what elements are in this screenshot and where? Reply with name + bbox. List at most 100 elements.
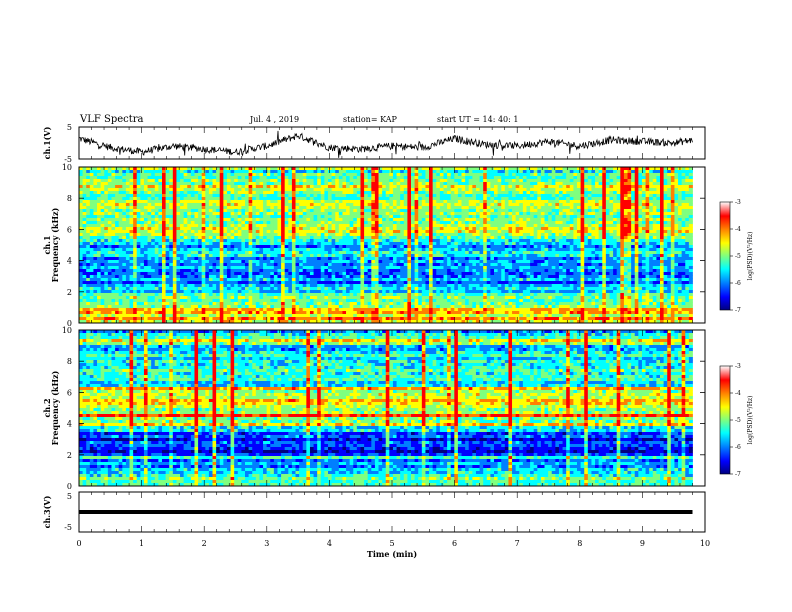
spectrogram-cell	[338, 224, 343, 228]
spectrogram-cell	[115, 218, 120, 222]
spectrogram-cell	[97, 200, 102, 204]
spectrogram-cell	[519, 251, 524, 255]
spectrogram-cell	[187, 203, 192, 207]
spectrogram-cell	[400, 206, 405, 210]
spectrogram-cell	[277, 200, 282, 204]
spectrogram-cell	[522, 200, 527, 204]
spectrogram-cell	[360, 224, 365, 228]
spectrogram-cell	[450, 224, 455, 228]
spectrogram-cell	[82, 173, 87, 177]
spectrogram-cell	[125, 248, 130, 252]
spectrogram-cell	[328, 245, 333, 249]
spectrogram-cell	[295, 197, 300, 201]
spectrogram-cell	[187, 170, 192, 174]
spectrogram-cell	[291, 245, 296, 249]
spectrogram-cell	[259, 185, 264, 189]
spectrogram-cell	[295, 245, 300, 249]
spectrogram-cell	[508, 167, 513, 171]
spectrogram-cell	[234, 242, 239, 246]
spectrogram-cell	[89, 197, 94, 201]
spectrogram-cell	[356, 242, 361, 246]
spectrogram-cell	[414, 218, 419, 222]
spectrogram-cell	[418, 197, 423, 201]
spectrogram-cell	[483, 176, 488, 180]
spectrogram-cell	[418, 179, 423, 183]
spectrogram-cell	[320, 167, 325, 171]
spectrogram-cell	[198, 173, 203, 177]
spectrogram-cell	[569, 218, 574, 222]
spectrogram-cell	[512, 200, 517, 204]
spectrogram-cell	[133, 173, 138, 177]
spectrogram-cell	[266, 200, 271, 204]
spectrogram-cell	[497, 221, 502, 225]
spectrogram-cell	[497, 206, 502, 210]
spectrogram-cell	[234, 191, 239, 195]
spectrogram-cell	[151, 191, 156, 195]
spectrogram-cell	[483, 215, 488, 219]
spectrogram-cell	[450, 182, 455, 186]
spectrogram-cell	[566, 167, 571, 171]
spectrogram-cell	[656, 191, 661, 195]
spectrogram-cell	[349, 203, 354, 207]
spectrogram-cell	[519, 206, 524, 210]
spectrogram-cell	[277, 233, 282, 237]
spectrogram-cell	[100, 209, 105, 213]
spectrogram-cell	[634, 179, 639, 183]
spectrogram-cell	[205, 188, 210, 192]
spectrogram-cell	[324, 239, 329, 243]
spectrogram-cell	[602, 221, 607, 225]
spectrogram-cell	[270, 236, 275, 240]
spectrogram-cell	[169, 245, 174, 249]
spectrogram-cell	[400, 230, 405, 234]
spectrogram-cell	[129, 245, 134, 249]
spectrogram-cell	[623, 248, 628, 252]
spectrogram-cell	[353, 224, 358, 228]
spectrogram-cell	[508, 215, 513, 219]
spectrogram-cell	[248, 185, 253, 189]
spectrogram-cell	[558, 191, 563, 195]
spectrogram-cell	[515, 239, 520, 243]
spectrogram-cell	[151, 206, 156, 210]
spectrogram-cell	[295, 230, 300, 234]
spectrogram-cell	[374, 245, 379, 249]
spectrogram-cell	[389, 206, 394, 210]
spectrogram-cell	[479, 182, 484, 186]
spectrogram-cell	[667, 167, 672, 171]
spectrogram-cell	[544, 221, 549, 225]
spectrogram-cell	[237, 248, 242, 252]
spectrogram-cell	[584, 212, 589, 216]
spectrogram-cell	[158, 209, 163, 213]
spectrogram-cell	[172, 176, 177, 180]
spectrogram-cell	[241, 236, 246, 240]
spectrogram-cell	[421, 209, 426, 213]
spectrogram-cell	[562, 173, 567, 177]
spectrogram-cell	[490, 179, 495, 183]
spectrogram-cell	[245, 176, 250, 180]
spectrogram-cell	[667, 224, 672, 228]
spectrogram-cell	[569, 209, 574, 213]
spectrogram-cell	[140, 230, 145, 234]
spectrogram-cell	[591, 224, 596, 228]
spectrogram-cell	[219, 236, 224, 240]
spectrogram-cell	[382, 173, 387, 177]
spectrogram-cell	[122, 182, 127, 186]
spectrogram-cell	[100, 194, 105, 198]
spectrogram-cell	[530, 206, 535, 210]
spectrogram-cell	[609, 236, 614, 240]
spectrogram-cell	[371, 191, 376, 195]
spectrogram-cell	[291, 203, 296, 207]
spectrogram-cell	[371, 224, 376, 228]
spectrogram-cell	[569, 167, 574, 171]
spectrogram-cell	[183, 227, 188, 231]
spectrogram-cell	[151, 176, 156, 180]
spectrogram-cell	[151, 179, 156, 183]
spectrogram-cell	[154, 239, 159, 243]
spectrogram-cell	[374, 170, 379, 174]
spectrogram-cell	[353, 176, 358, 180]
spectrogram-cell	[328, 215, 333, 219]
spectrogram-cell	[331, 179, 336, 183]
spectrogram-cell	[562, 242, 567, 246]
spectrogram-cell	[645, 188, 650, 192]
spectrogram-cell	[140, 185, 145, 189]
spectrogram-cell	[230, 239, 235, 243]
